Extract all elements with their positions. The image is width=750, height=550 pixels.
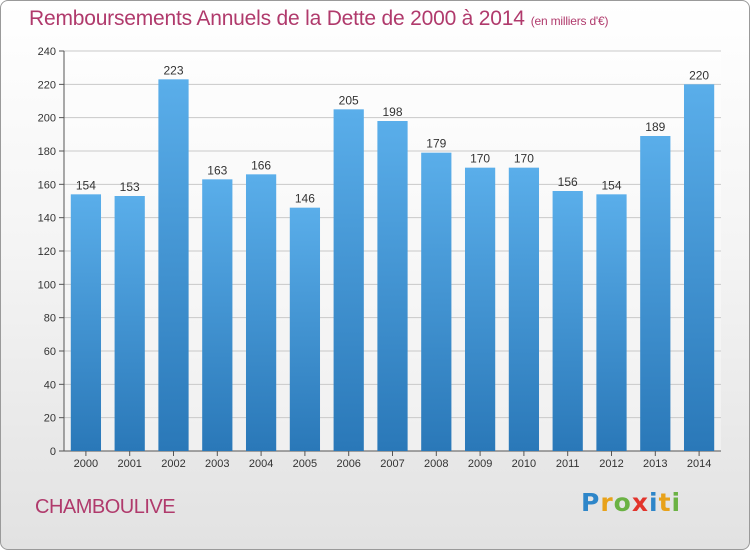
chart-title: Remboursements Annuels de la Dette de 20… [29,7,608,31]
x-tick-label: 2010 [512,458,536,470]
y-tick-label: 20 [44,413,56,425]
x-tick-label: 2003 [205,458,229,470]
y-tick-label: 160 [38,179,56,191]
bar-2004 [245,174,277,452]
y-tick-label: 100 [38,279,56,291]
x-tick-label: 2008 [424,458,448,470]
title-text: Remboursements Annuels de la Dette de 20… [29,7,525,30]
logo-letter: r [600,488,614,517]
y-tick-label: 240 [38,46,56,58]
logo-letter: x [631,488,649,517]
bar-2008 [421,152,452,451]
value-label: 154 [601,178,621,192]
x-tick-label: 2012 [599,458,623,470]
logo-letter: P [581,488,601,517]
logo-letter: t [658,488,672,517]
value-label: 220 [689,68,709,82]
value-label: 223 [163,63,183,77]
x-tick-label: 2009 [468,458,492,470]
y-tick-label: 80 [44,313,56,325]
value-label: 154 [76,178,96,192]
bar-2013 [640,136,671,451]
bar-2001 [114,196,145,451]
logo-letter: o [613,488,632,517]
y-tick-label: 40 [44,379,56,391]
x-tick-label: 2013 [643,458,667,470]
x-tick-label: 2004 [249,458,273,470]
bar-2012 [596,194,627,452]
bar-2009 [464,167,496,451]
x-tick-label: 2007 [380,458,404,470]
y-tick-label: 140 [38,213,56,225]
x-tick-label: 2002 [161,458,185,470]
bar-2000 [70,194,102,452]
value-label: 163 [207,163,227,177]
bar-2002 [158,79,189,451]
bar-2005 [289,207,321,451]
x-tick-label: 2014 [687,458,711,470]
value-label: 179 [426,137,446,151]
bar-2014 [683,84,715,451]
y-tick-label: 220 [38,79,56,91]
chart-subtitle: (en milliers d'€) [530,14,609,28]
bar-2010 [508,167,540,451]
value-label: 205 [339,93,359,107]
y-tick-label: 200 [38,113,56,125]
proxiti-logo[interactable]: Proxiti [581,488,681,517]
logo-letter: i [649,488,659,517]
value-label: 170 [470,152,490,166]
bar-2003 [202,179,233,452]
value-label: 189 [645,120,665,134]
x-tick-label: 2005 [293,458,317,470]
bar-2007 [377,121,408,451]
logo-letter: i [671,488,682,517]
value-label: 170 [514,152,534,166]
value-label: 156 [558,175,578,189]
bar-2011 [552,191,583,451]
x-tick-label: 2011 [556,458,580,470]
x-tick-label: 2001 [117,458,141,470]
labels: 0 20 40 60 80 100 120 140 160 180 200 220 240 154 2000… [38,46,712,470]
place-name: CHAMBOULIVE [35,496,176,518]
y-tick-label: 120 [38,246,56,258]
value-label: 166 [251,158,271,172]
x-tick-label: 2000 [74,458,98,470]
value-label: 146 [295,192,315,206]
y-tick-label: 0 [50,446,56,458]
bar-2006 [333,109,364,451]
bars [70,79,715,452]
value-label: 198 [382,105,402,119]
y-tick-label: 180 [38,146,56,158]
value-label: 153 [120,180,140,194]
x-tick-label: 2006 [336,458,360,470]
y-tick-label: 60 [44,346,56,358]
